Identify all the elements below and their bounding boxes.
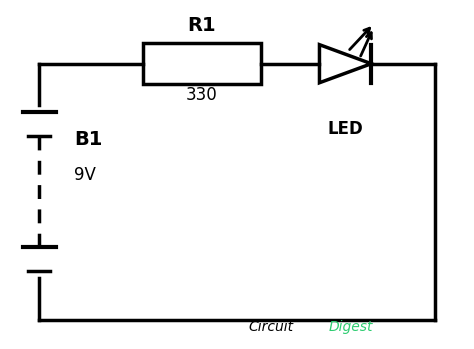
- Text: B1: B1: [74, 131, 103, 149]
- Text: Digest: Digest: [329, 320, 374, 334]
- Text: LED: LED: [328, 120, 363, 139]
- FancyBboxPatch shape: [143, 43, 261, 84]
- Text: R1: R1: [187, 16, 216, 35]
- Polygon shape: [319, 45, 371, 83]
- Text: 330: 330: [186, 86, 218, 104]
- Text: Círcuit: Círcuit: [248, 320, 293, 334]
- Text: 9V: 9V: [74, 165, 96, 184]
